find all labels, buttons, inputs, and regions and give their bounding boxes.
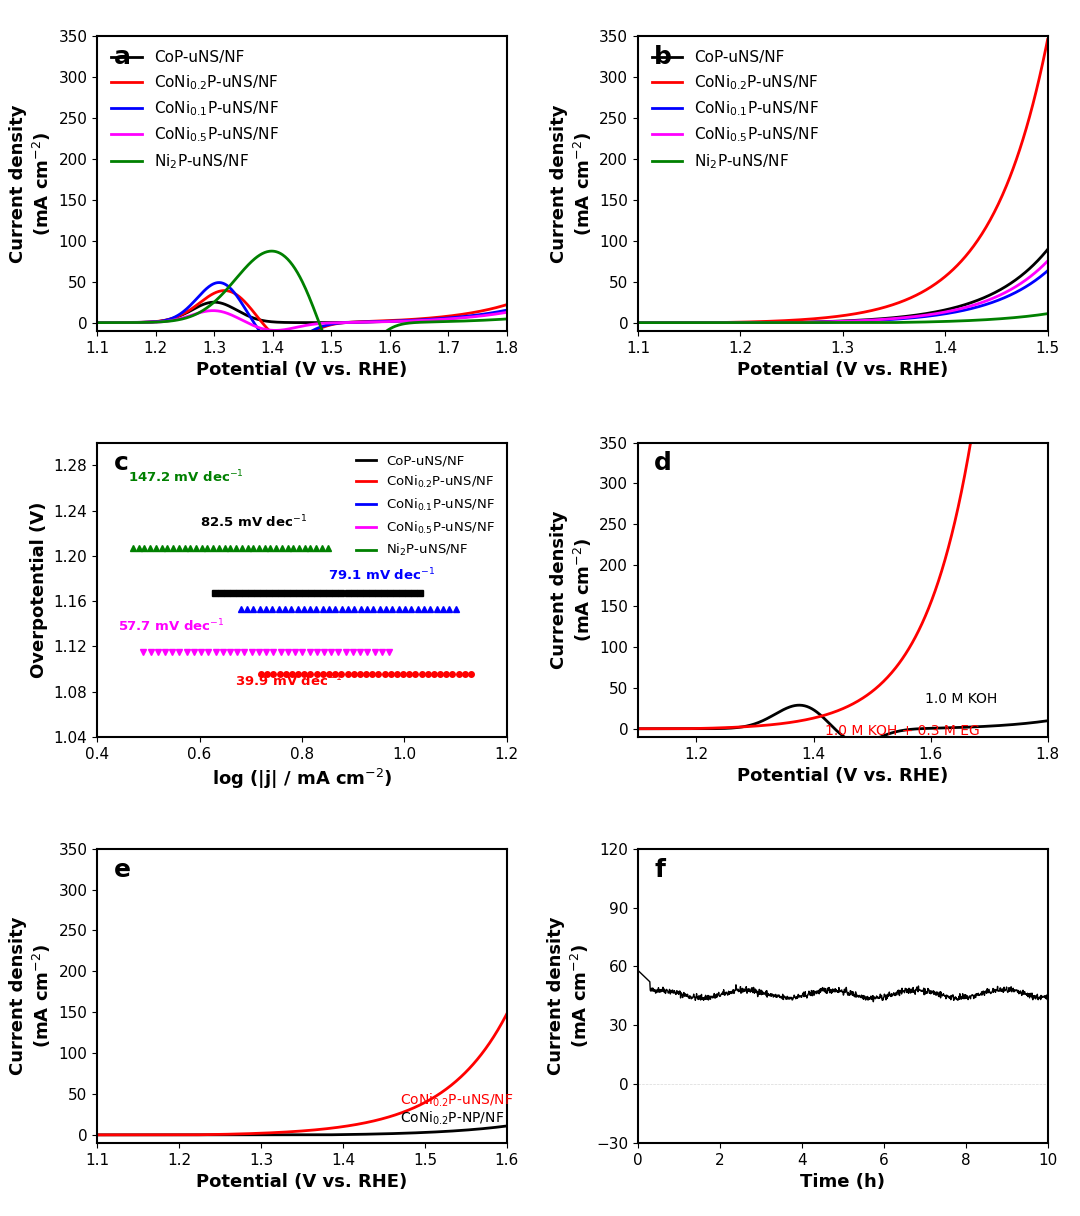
Text: 1.0 M KOH: 1.0 M KOH	[924, 692, 997, 705]
Text: e: e	[113, 857, 131, 882]
Y-axis label: Current density
(mA cm$^{-2}$): Current density (mA cm$^{-2}$)	[10, 105, 53, 263]
Text: c: c	[113, 451, 129, 475]
Text: f: f	[654, 857, 665, 882]
Text: b: b	[654, 45, 672, 69]
Text: 82.5 mV dec$^{-1}$: 82.5 mV dec$^{-1}$	[200, 514, 307, 530]
Text: 1.0 M KOH + 0.3 M EG: 1.0 M KOH + 0.3 M EG	[825, 725, 980, 738]
Y-axis label: Current density
(mA cm$^{-2}$): Current density (mA cm$^{-2}$)	[546, 917, 591, 1075]
Y-axis label: Overpotential (V): Overpotential (V)	[30, 501, 48, 679]
X-axis label: Time (h): Time (h)	[800, 1173, 886, 1192]
Text: 79.1 mV dec$^{-1}$: 79.1 mV dec$^{-1}$	[327, 567, 435, 584]
X-axis label: Potential (V vs. RHE): Potential (V vs. RHE)	[738, 767, 948, 786]
Text: CoNi$_{0.2}$P-uNS/NF: CoNi$_{0.2}$P-uNS/NF	[401, 1092, 514, 1109]
X-axis label: Potential (V vs. RHE): Potential (V vs. RHE)	[738, 361, 948, 379]
Legend: CoP-uNS/NF, CoNi$_{0.2}$P-uNS/NF, CoNi$_{0.1}$P-uNS/NF, CoNi$_{0.5}$P-uNS/NF, Ni: CoP-uNS/NF, CoNi$_{0.2}$P-uNS/NF, CoNi$_…	[646, 44, 825, 176]
Y-axis label: Current density
(mA cm$^{-2}$): Current density (mA cm$^{-2}$)	[550, 105, 594, 263]
X-axis label: log (|j| / mA cm$^{-2}$): log (|j| / mA cm$^{-2}$)	[212, 767, 392, 792]
X-axis label: Potential (V vs. RHE): Potential (V vs. RHE)	[197, 361, 407, 379]
Text: d: d	[654, 451, 672, 475]
Text: CoNi$_{0.2}$P-NP/NF: CoNi$_{0.2}$P-NP/NF	[401, 1110, 504, 1127]
Text: 147.2 mV dec$^{-1}$: 147.2 mV dec$^{-1}$	[127, 468, 244, 485]
Text: 57.7 mV dec$^{-1}$: 57.7 mV dec$^{-1}$	[118, 618, 225, 635]
Y-axis label: Current density
(mA cm$^{-2}$): Current density (mA cm$^{-2}$)	[550, 511, 594, 669]
Legend: CoP-uNS/NF, CoNi$_{0.2}$P-uNS/NF, CoNi$_{0.1}$P-uNS/NF, CoNi$_{0.5}$P-uNS/NF, Ni: CoP-uNS/NF, CoNi$_{0.2}$P-uNS/NF, CoNi$_…	[105, 44, 285, 176]
Text: a: a	[113, 45, 131, 69]
Y-axis label: Current density
(mA cm$^{-2}$): Current density (mA cm$^{-2}$)	[10, 917, 53, 1075]
Text: 39.9 mV dec$^{-1}$: 39.9 mV dec$^{-1}$	[235, 672, 342, 689]
X-axis label: Potential (V vs. RHE): Potential (V vs. RHE)	[197, 1173, 407, 1192]
Legend: CoP-uNS/NF, CoNi$_{0.2}$P-uNS/NF, CoNi$_{0.1}$P-uNS/NF, CoNi$_{0.5}$P-uNS/NF, Ni: CoP-uNS/NF, CoNi$_{0.2}$P-uNS/NF, CoNi$_…	[351, 449, 500, 563]
